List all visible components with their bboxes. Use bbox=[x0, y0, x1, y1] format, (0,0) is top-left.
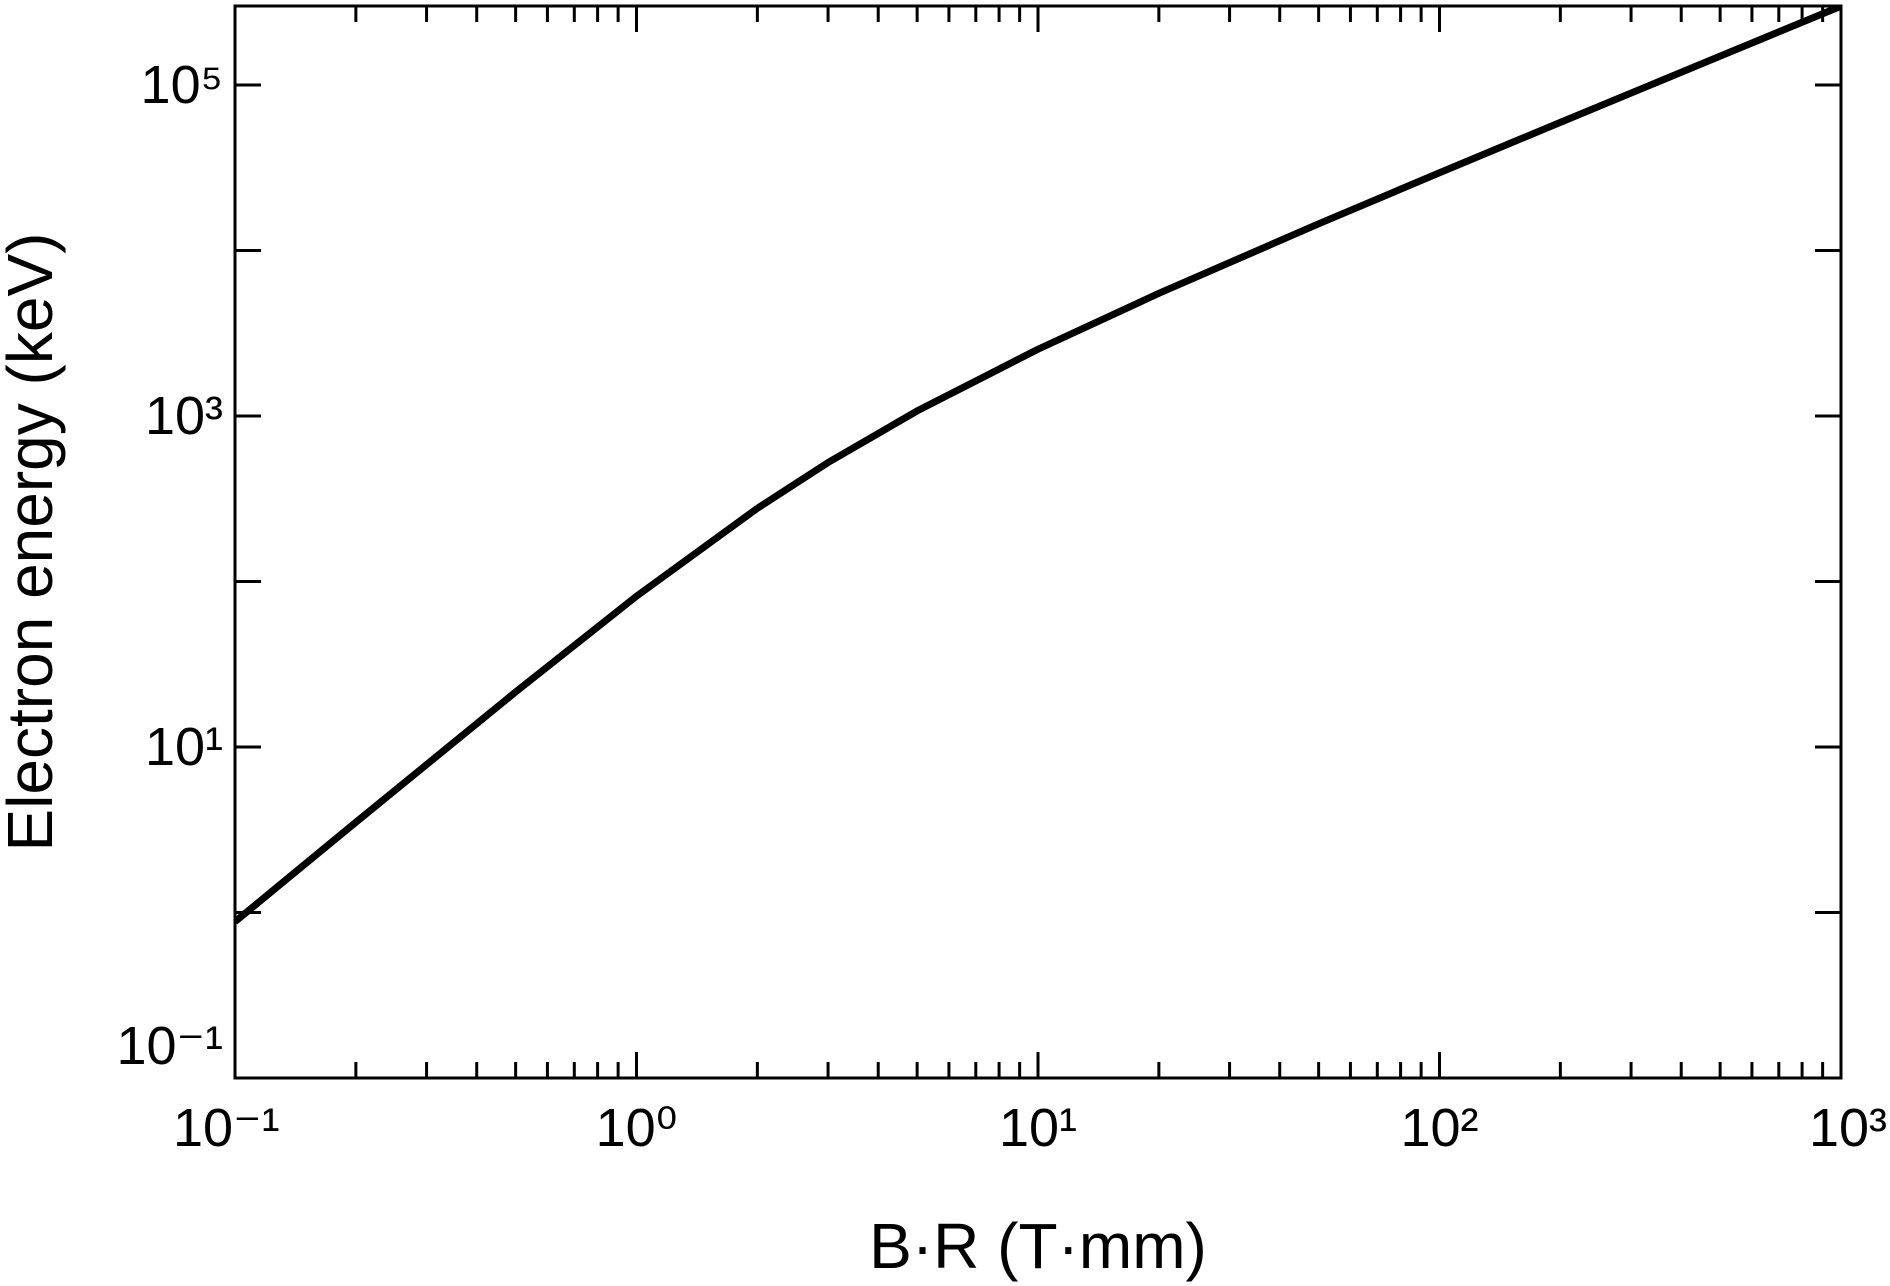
y-tick-label: 10⁻¹ bbox=[116, 1016, 223, 1076]
y-axis-label: Electron energy (keV) bbox=[0, 233, 66, 852]
y-tick-label: 10¹ bbox=[145, 717, 223, 777]
y-tick-label: 10⁵ bbox=[141, 55, 223, 115]
plot-area bbox=[235, 6, 1841, 925]
y-tick-label: 10³ bbox=[145, 386, 223, 446]
data-line bbox=[235, 6, 1841, 925]
x-axis-label: B·R (T·mm) bbox=[869, 1210, 1207, 1282]
x-tick-label: 10² bbox=[1400, 1098, 1478, 1158]
plot-frame bbox=[233, 4, 1843, 1080]
x-tick-label: 10¹ bbox=[999, 1098, 1077, 1158]
x-tick-label: 10³ bbox=[1809, 1098, 1887, 1158]
x-tick-label: 10⁰ bbox=[596, 1098, 678, 1158]
x-tick-label: 10⁻¹ bbox=[173, 1098, 280, 1158]
